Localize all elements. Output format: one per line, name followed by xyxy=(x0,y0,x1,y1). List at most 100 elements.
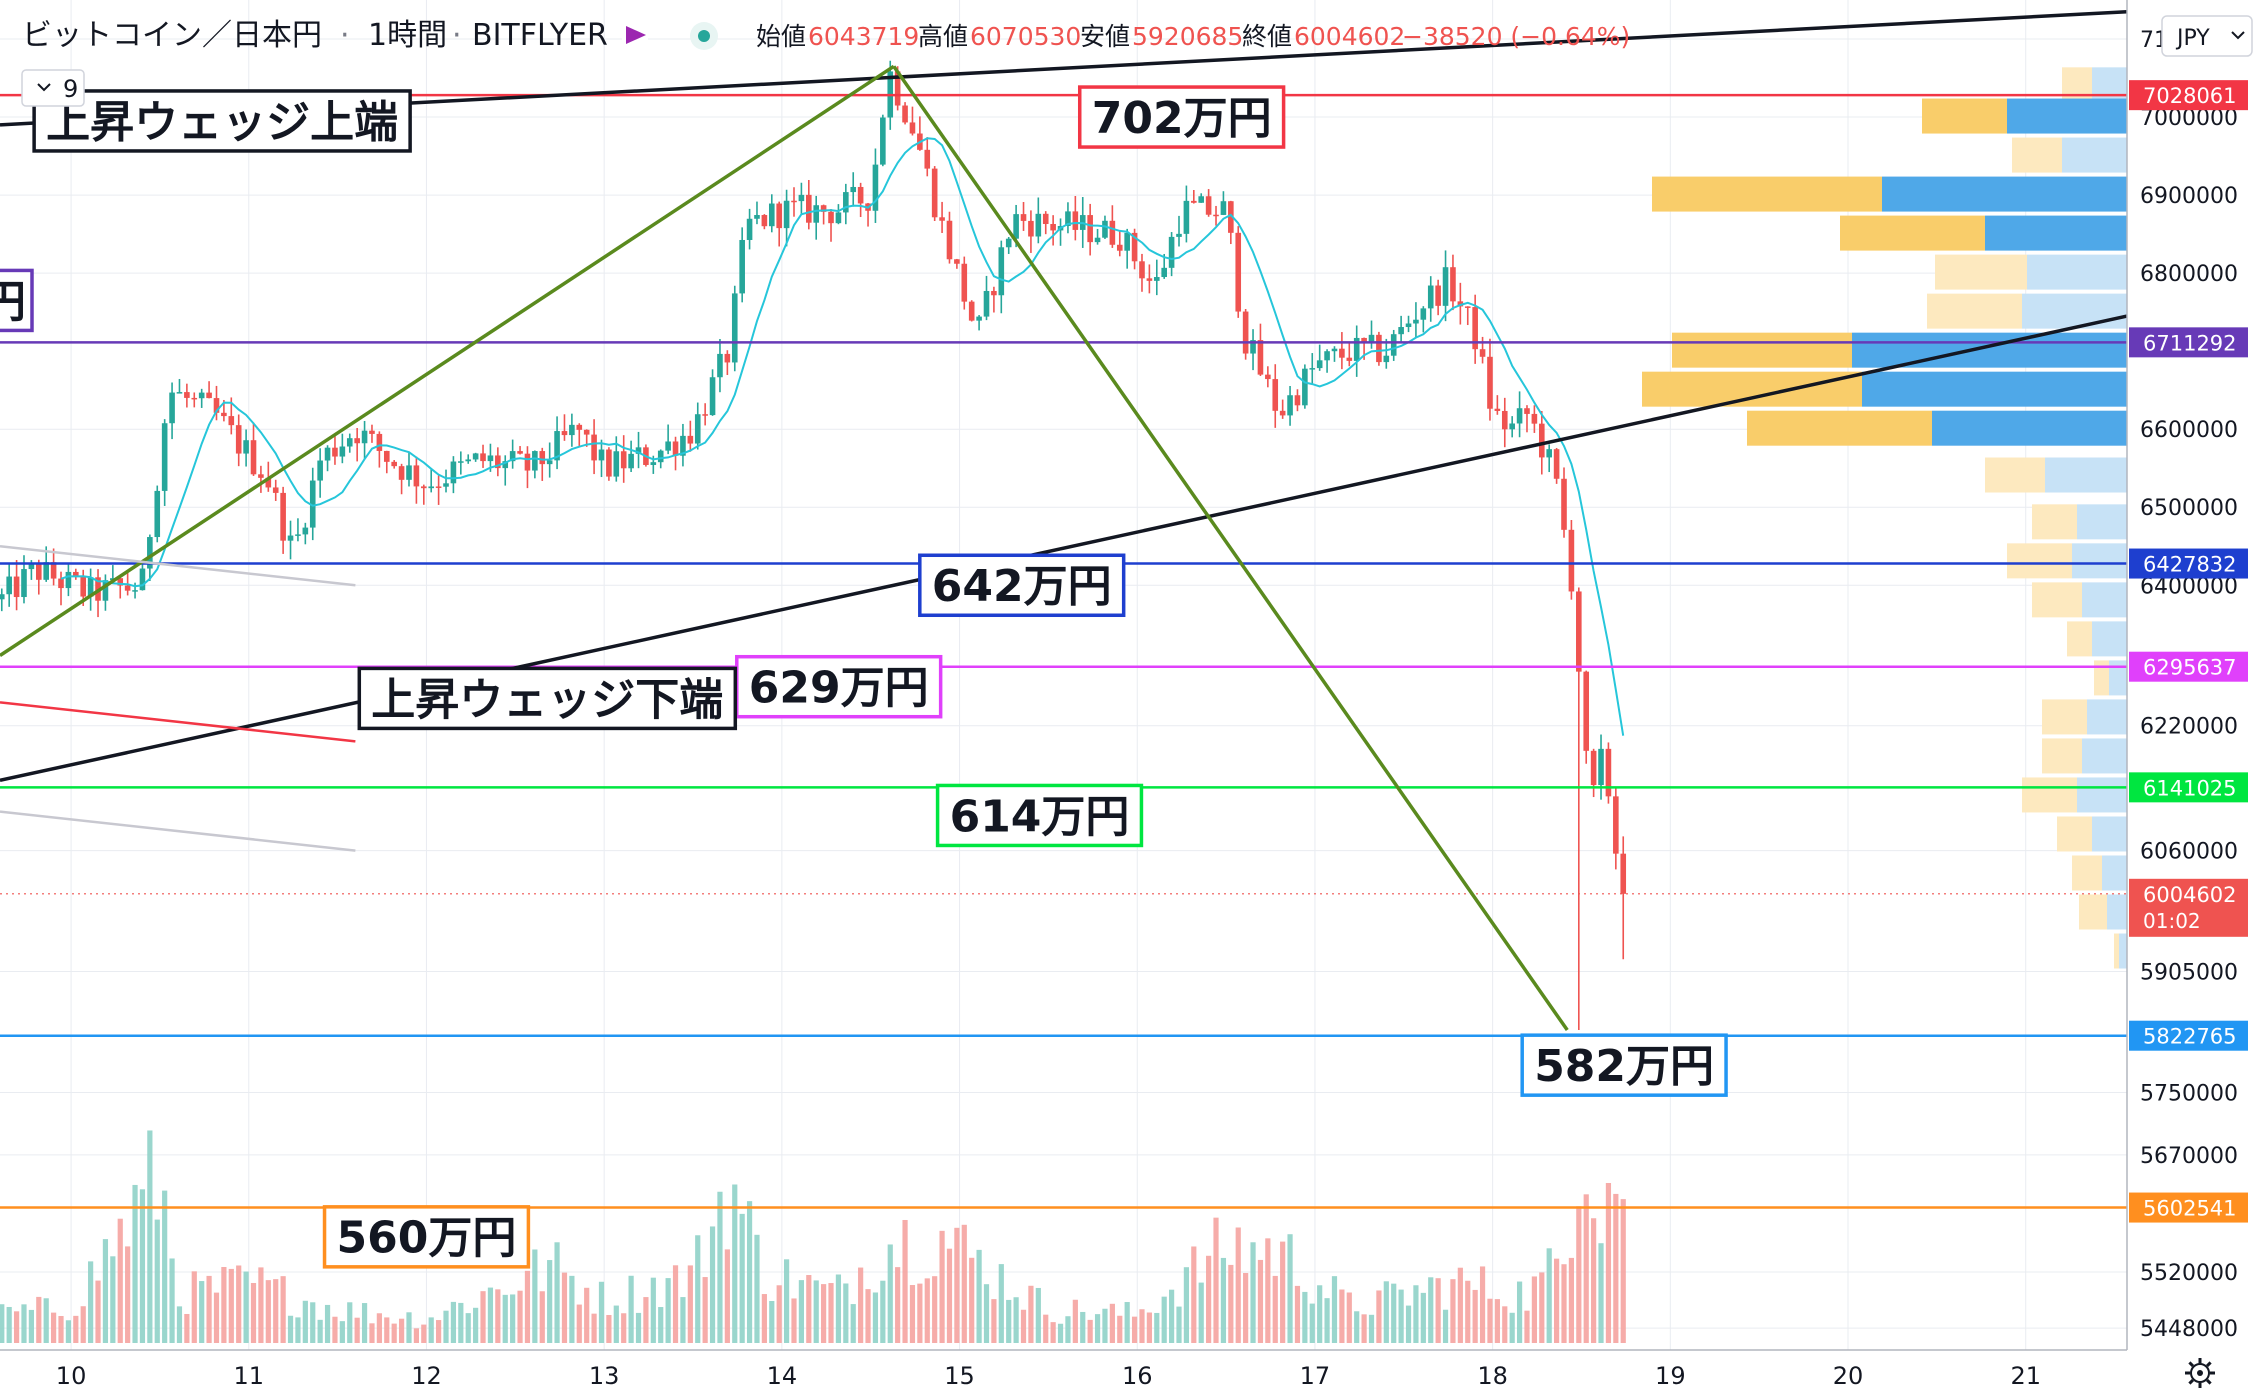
candle-body xyxy=(961,263,968,302)
candle-body xyxy=(1191,200,1197,203)
profile-bar-sell xyxy=(2022,777,2077,813)
volume-bar xyxy=(1487,1298,1493,1343)
volume-bar xyxy=(1376,1290,1382,1343)
candle-body xyxy=(931,168,938,218)
candle-body xyxy=(554,431,560,461)
candle-body xyxy=(1613,796,1619,854)
profile-bar-sell xyxy=(1840,215,1985,251)
volume-bar xyxy=(1383,1281,1389,1343)
volume-bar xyxy=(1428,1277,1434,1343)
volume-bar xyxy=(1442,1309,1449,1343)
candle-body xyxy=(835,212,842,224)
annotation-text: 642万円 xyxy=(932,561,1112,612)
indicator-chip[interactable]: 9 xyxy=(21,69,85,107)
volume-bar xyxy=(1250,1242,1256,1343)
volume-bar xyxy=(1013,1297,1019,1343)
candle-body xyxy=(1116,244,1123,251)
volume-bar xyxy=(872,1292,879,1343)
candle-body xyxy=(1309,368,1316,370)
annotation-text: 614万円 xyxy=(950,791,1130,842)
candle-body xyxy=(1383,355,1390,363)
volume-bar xyxy=(1398,1289,1404,1343)
annotation-text: 円 xyxy=(0,276,26,327)
volume-bar xyxy=(1324,1298,1330,1343)
candle-body xyxy=(502,461,509,469)
candle-body xyxy=(1102,220,1108,238)
time-axis[interactable]: 10 11 12 13 14 15 16 17 18 19 20 21 xyxy=(0,1349,2264,1396)
time-tick-label: 17 xyxy=(1300,1362,1331,1390)
volume-bar xyxy=(1494,1299,1500,1343)
candle-body xyxy=(768,203,775,227)
currency-button[interactable]: JPY xyxy=(2161,15,2253,57)
volume-bar xyxy=(302,1300,308,1343)
profile-bar-sell xyxy=(2032,582,2082,618)
profile-bar-buy xyxy=(2082,582,2127,618)
candle-body xyxy=(346,438,353,447)
volume-bar xyxy=(1020,1309,1027,1343)
volume-bar xyxy=(391,1323,397,1343)
profile-bar-buy xyxy=(2102,855,2127,891)
time-tick-label: 16 xyxy=(1122,1362,1153,1390)
candle-body xyxy=(1109,220,1116,245)
volume-bar xyxy=(347,1302,353,1343)
volume-bar xyxy=(1339,1289,1345,1343)
candle-body xyxy=(731,293,738,363)
candle-body xyxy=(754,215,760,219)
annotation-frame xyxy=(935,783,1144,848)
gear-icon[interactable] xyxy=(2185,1358,2215,1388)
volume-bar xyxy=(554,1242,560,1343)
candle-body xyxy=(1183,200,1190,234)
volume-bar xyxy=(1080,1311,1086,1343)
price-tick-label: 6500000 xyxy=(2140,496,2238,521)
volume-bar xyxy=(443,1310,449,1343)
volume-bar xyxy=(561,1272,568,1343)
volume-bar xyxy=(1043,1314,1049,1343)
volume-bar xyxy=(406,1312,412,1343)
level-price-tag xyxy=(2129,1192,2248,1223)
volume-bar xyxy=(961,1224,967,1343)
volume-bar xyxy=(1220,1257,1227,1343)
price-axis[interactable]: 7100000700000069000006800000660000065000… xyxy=(2126,0,2264,1396)
candle-body xyxy=(880,117,886,165)
volume-bar xyxy=(132,1184,138,1343)
annotation-frame xyxy=(357,666,738,731)
high-value: 6070530 xyxy=(970,22,1081,51)
volume-bar xyxy=(672,1265,679,1343)
annotation-text: 702万円 xyxy=(1092,93,1272,144)
volume-bar xyxy=(1139,1309,1145,1343)
volume-bar xyxy=(1287,1234,1293,1343)
profile-bar-buy xyxy=(2077,504,2127,540)
profile-bar-buy xyxy=(2092,816,2127,852)
volume-bar xyxy=(532,1249,538,1343)
volume-bar xyxy=(369,1323,375,1343)
candle-body xyxy=(509,451,516,462)
candle-body xyxy=(1590,750,1597,786)
volume-bar xyxy=(1420,1292,1426,1343)
candle-body xyxy=(1553,449,1560,479)
close-value: 6004602 xyxy=(1294,22,1405,51)
annotation-box: 614万円 xyxy=(935,783,1144,848)
candle-body xyxy=(1368,334,1375,344)
profile-bar-buy xyxy=(2092,67,2127,103)
volume-bar xyxy=(199,1281,205,1343)
volume-bar xyxy=(1109,1303,1115,1343)
candle-body xyxy=(428,486,435,489)
candle-body xyxy=(369,430,375,434)
volume-bar xyxy=(1516,1281,1523,1343)
candle-body xyxy=(124,585,131,591)
candle-body xyxy=(1583,671,1590,751)
volume-bar xyxy=(798,1280,805,1343)
candle-body xyxy=(221,412,227,417)
candle-body xyxy=(532,451,538,471)
profile-bar-buy xyxy=(1932,410,2127,446)
volume-bar xyxy=(480,1291,486,1343)
chevron-down-icon xyxy=(37,83,51,92)
last-price-countdown: 01:02 xyxy=(2143,909,2201,933)
candle-body xyxy=(776,203,782,229)
candle-body xyxy=(665,441,671,451)
time-tick-label: 20 xyxy=(1833,1362,1864,1390)
volume-bar xyxy=(1050,1322,1056,1343)
ma-line xyxy=(60,137,1625,736)
